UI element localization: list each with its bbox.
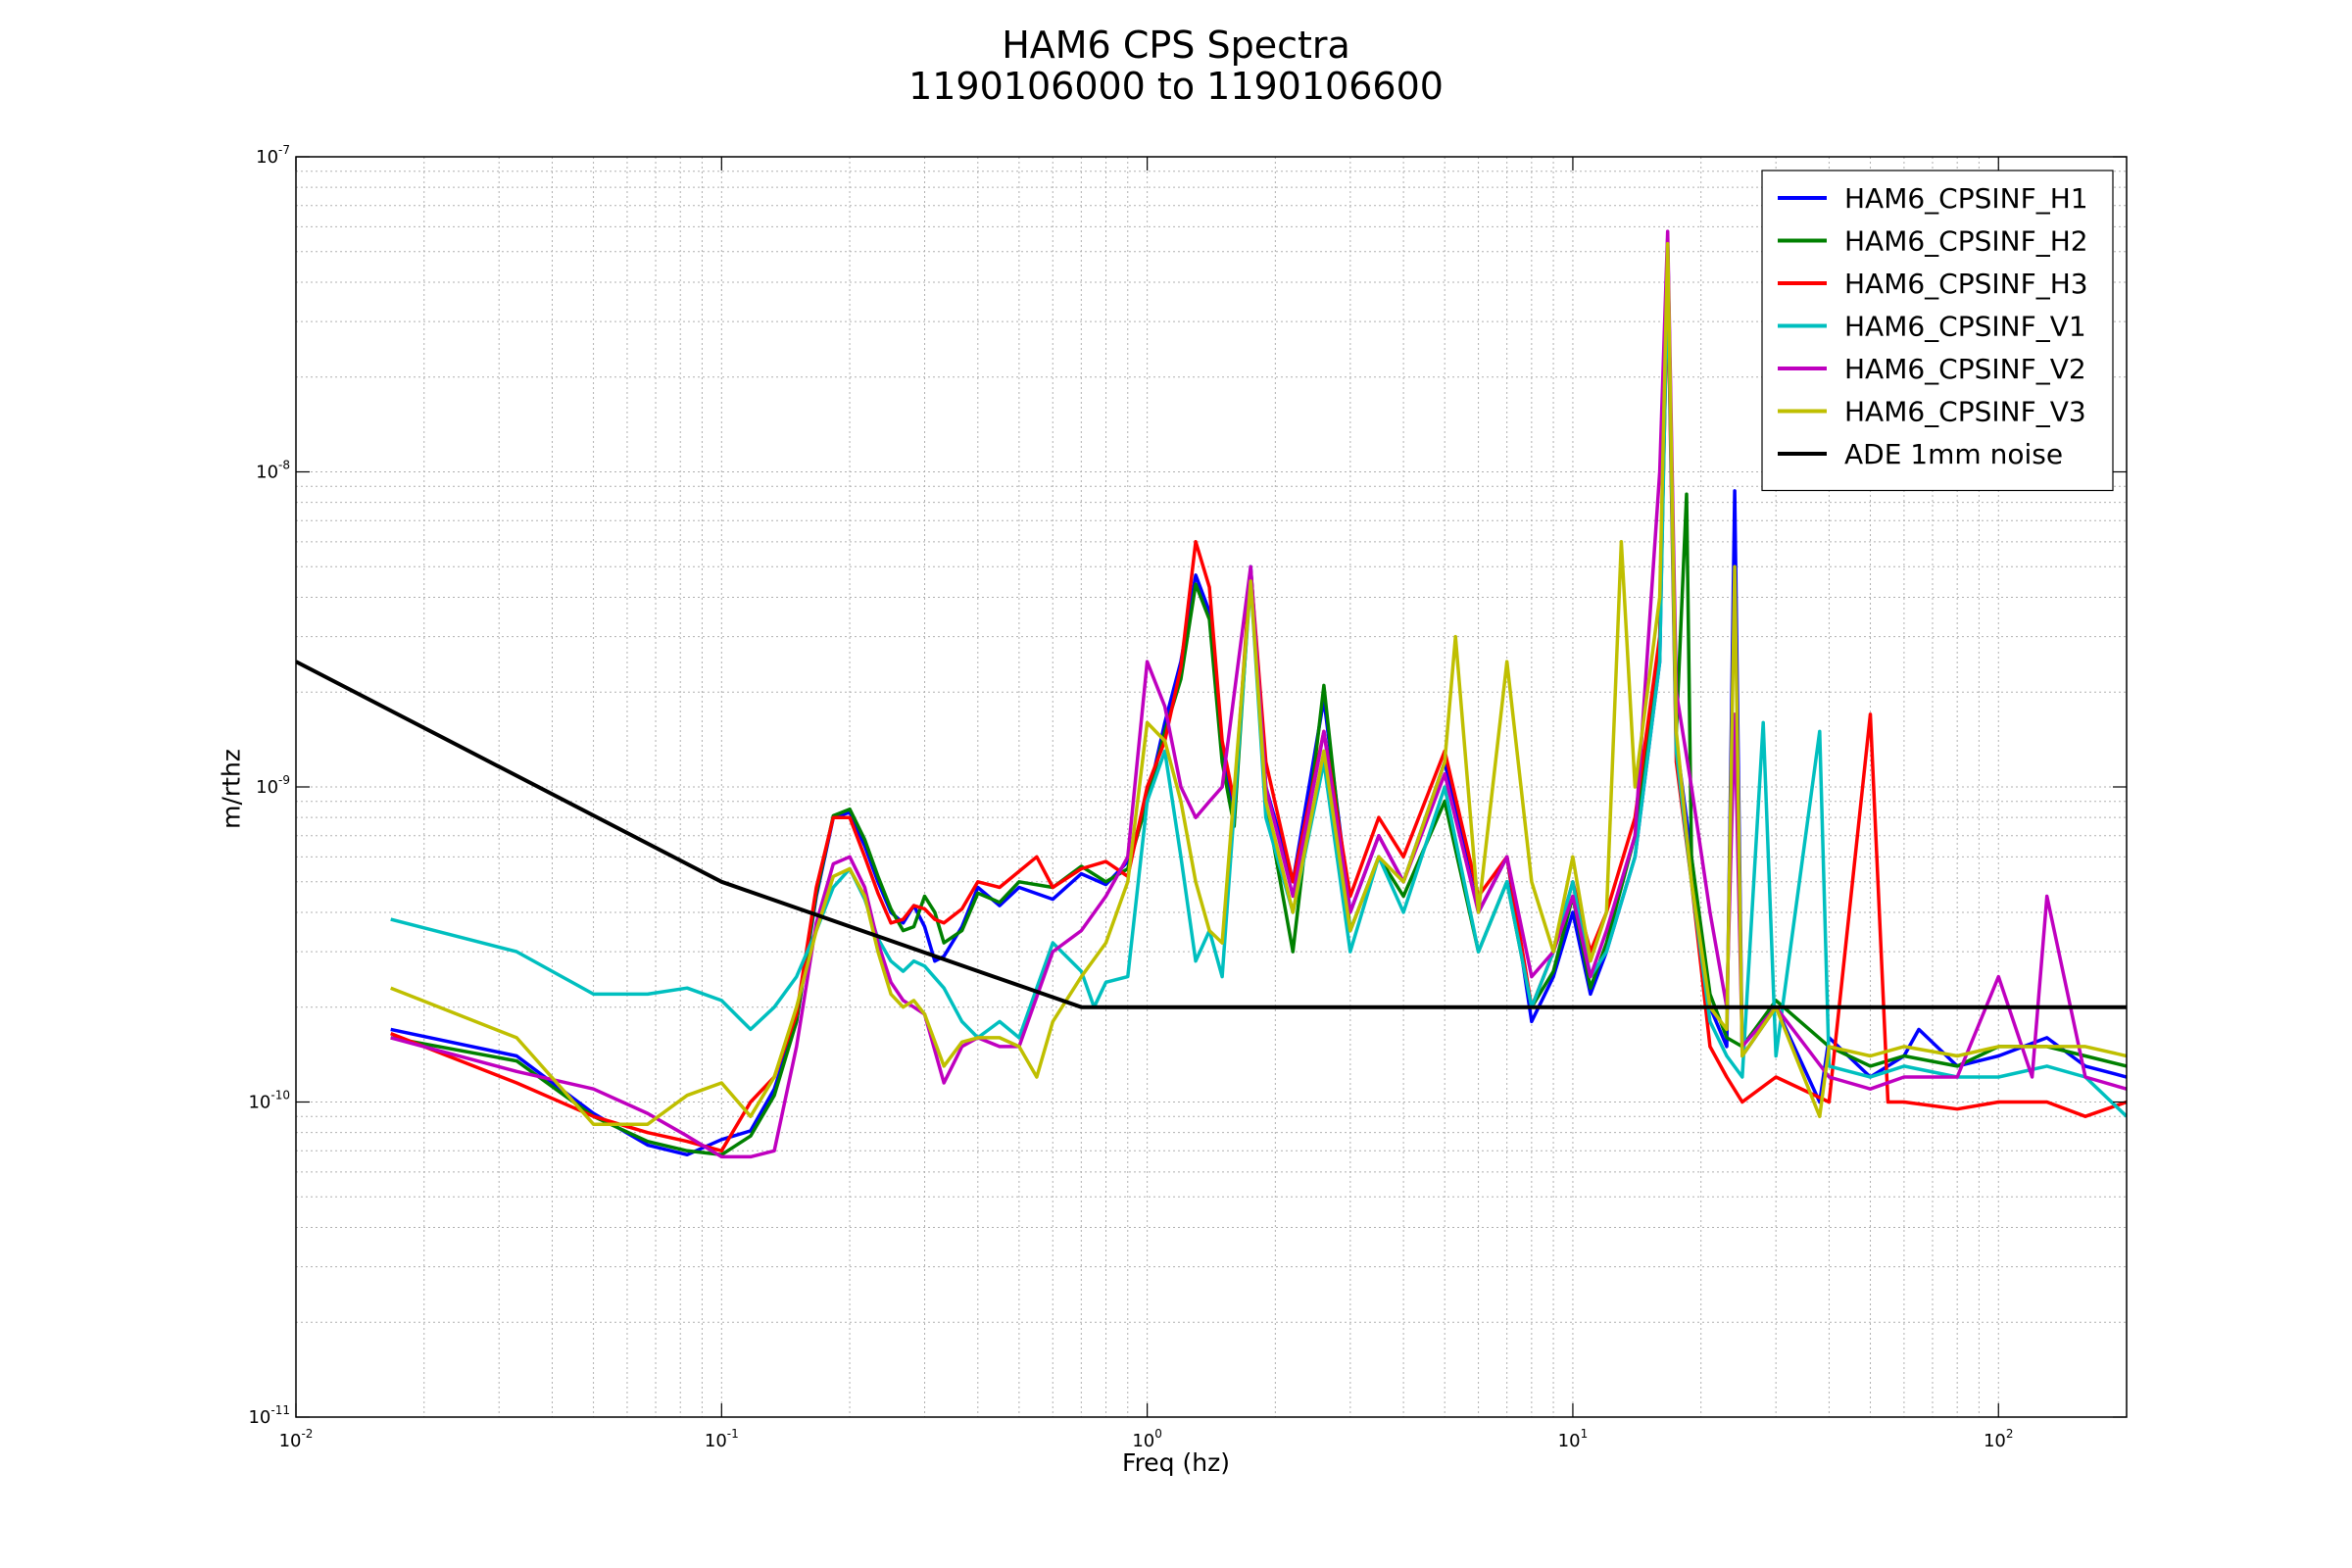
legend-label: HAM6_CPSINF_H1: [1844, 182, 2088, 215]
x-axis-label: Freq (hz): [1122, 1448, 1230, 1477]
x-tick-label: 10-1: [705, 1427, 739, 1451]
x-tick-label: 10-2: [279, 1427, 314, 1451]
x-tick-label: 100: [1132, 1427, 1162, 1451]
x-tick-label: 102: [1984, 1427, 2014, 1451]
chart-title-line-2: 1190106000 to 1190106600: [908, 65, 1444, 108]
legend-label: HAM6_CPSINF_V1: [1844, 311, 2086, 343]
x-tick-label: 101: [1558, 1427, 1589, 1451]
legend-label: HAM6_CPSINF_H3: [1844, 268, 2088, 300]
legend-label: ADE 1mm noise: [1844, 438, 2063, 470]
y-tick-label: 10-11: [248, 1403, 290, 1428]
legend-label: HAM6_CPSINF_V2: [1844, 353, 2086, 385]
y-tick-label: 10-8: [256, 459, 290, 483]
y-tick-label: 10-9: [256, 773, 290, 798]
series-line-2: [390, 280, 2127, 1153]
series-line-5: [390, 241, 2127, 1126]
y-tick-label: 10-10: [248, 1089, 290, 1113]
axis-ticks: 10-2 10-1 100 101 102 10-11 10-10 10-9 10-8 10-7: [248, 143, 2127, 1451]
chart-title-line-1: HAM6 CPS Spectra: [1002, 24, 1350, 67]
series-line-6: [296, 660, 2127, 1009]
y-tick-label: 10-7: [256, 143, 290, 168]
legend: HAM6_CPSINF_H1 HAM6_CPSINF_H2 HAM6_CPSINF_…: [1761, 170, 2114, 492]
series-line-4: [390, 229, 2127, 1159]
series-line-1: [390, 250, 2127, 1157]
y-axis-label: m/rthz: [217, 749, 246, 829]
series-layer: [296, 229, 2127, 1159]
legend-label: HAM6_CPSINF_V3: [1844, 396, 2086, 428]
legend-label: HAM6_CPSINF_H2: [1844, 225, 2088, 258]
legend-box: [1761, 170, 2114, 492]
